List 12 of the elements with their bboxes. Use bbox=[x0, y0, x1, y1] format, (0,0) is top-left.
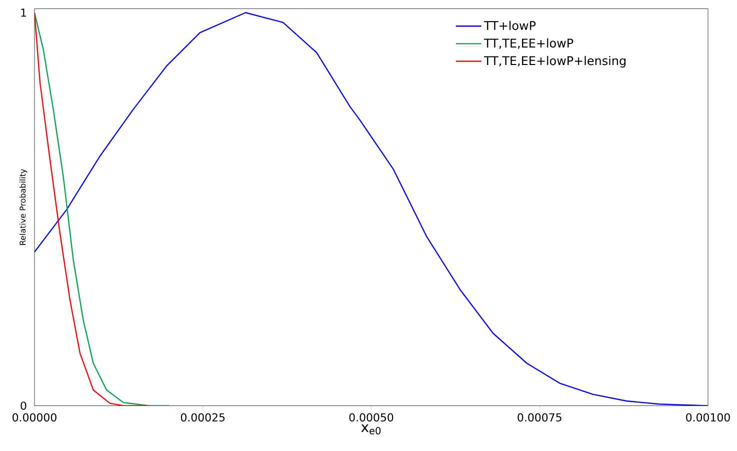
legend-label: TT+lowP bbox=[484, 20, 536, 30]
x-tick-label: 0.00075 bbox=[518, 413, 562, 422]
y-tick-label: 0 bbox=[20, 402, 26, 410]
legend-label: TT,TE,EE+lowP bbox=[484, 38, 574, 49]
x-tick-label: 0.00100 bbox=[686, 413, 730, 422]
legend-label: TT,TE,EE+lowP+lensing bbox=[484, 56, 626, 68]
line-series bbox=[34, 12, 708, 406]
x-tick-label: 0.00050 bbox=[349, 413, 394, 422]
x-axis-title: x$_{e0}$ bbox=[361, 424, 381, 434]
x-tick-label: 0.00025 bbox=[180, 413, 225, 422]
x-tick-label: 0.00000 bbox=[12, 413, 56, 422]
y-tick-label: 1 bbox=[21, 8, 26, 17]
